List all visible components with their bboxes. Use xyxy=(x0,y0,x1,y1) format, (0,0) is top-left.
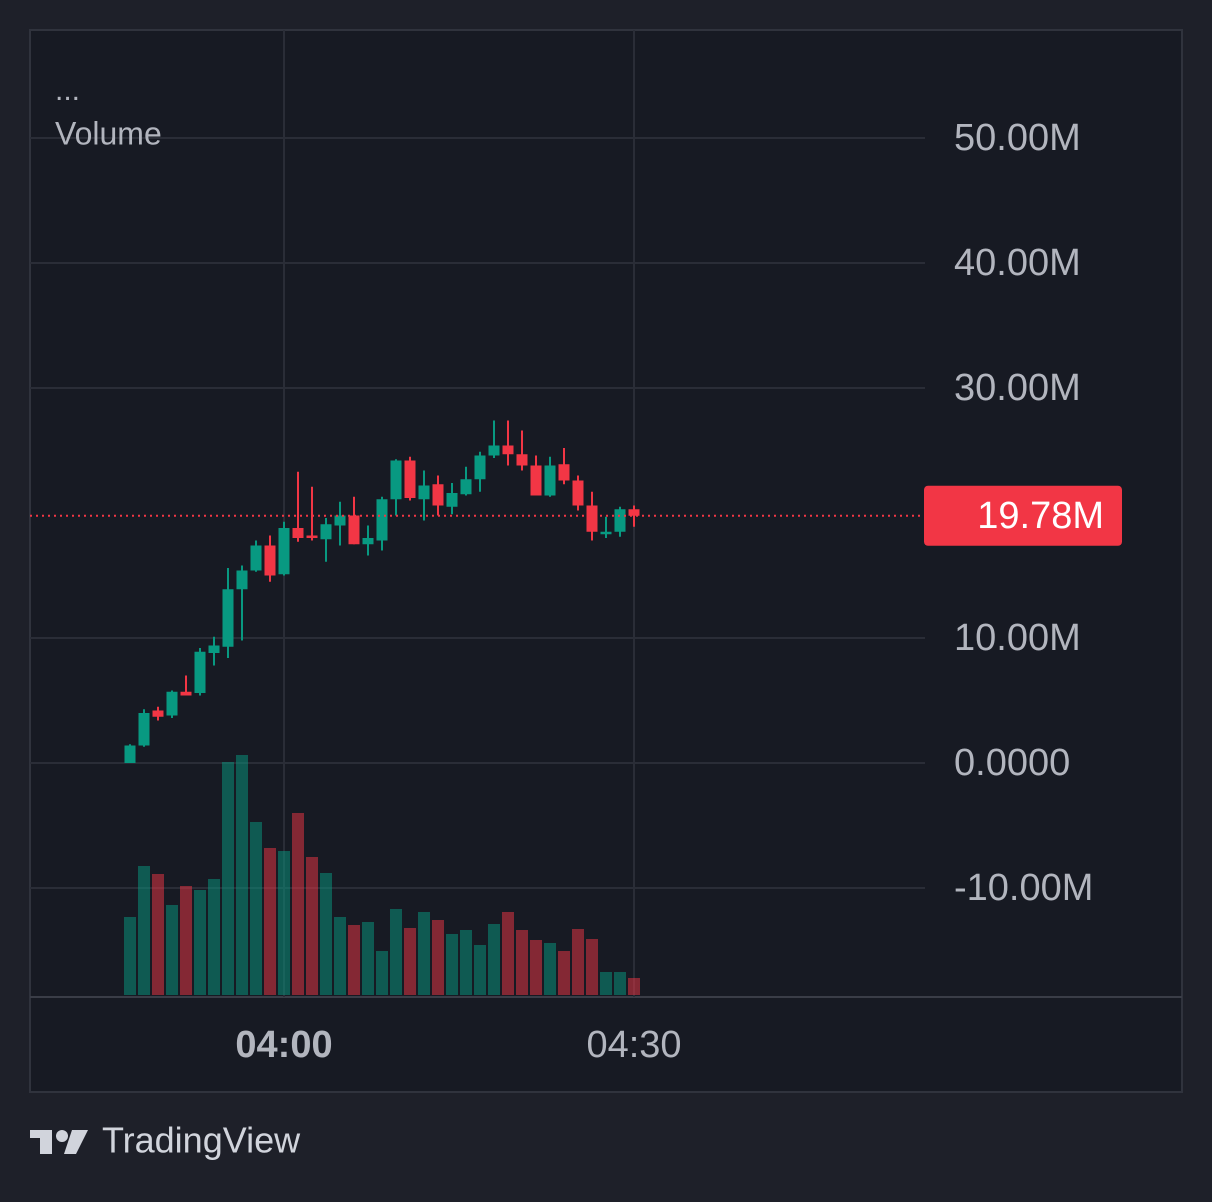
volume-bar xyxy=(320,873,332,995)
candle-body xyxy=(124,745,136,763)
y-tick-label: 40.00M xyxy=(954,242,1081,284)
candle-body xyxy=(488,445,500,456)
volume-bar xyxy=(278,851,290,995)
volume-bar xyxy=(404,928,416,995)
candle-body xyxy=(334,515,346,526)
volume-bar xyxy=(138,866,150,995)
candle-body xyxy=(306,535,318,538)
y-tick-label: 50.00M xyxy=(954,117,1081,159)
candle-body xyxy=(404,460,416,498)
volume-bar xyxy=(124,917,136,995)
volume-bar xyxy=(614,972,626,995)
candle-body xyxy=(544,465,556,496)
candle-body xyxy=(614,509,626,532)
candle-body xyxy=(362,538,374,545)
candle-body xyxy=(236,570,248,590)
y-tick-label: 0.0000 xyxy=(954,742,1070,784)
volume-bar xyxy=(250,822,262,995)
volume-bar xyxy=(236,755,248,995)
candle-body xyxy=(208,645,220,653)
volume-bar xyxy=(460,930,472,995)
volume-bar xyxy=(488,924,500,995)
volume-bar xyxy=(264,848,276,995)
candle-body xyxy=(432,484,444,506)
volume-bar xyxy=(572,929,584,995)
candle-body xyxy=(474,455,486,480)
volume-bar xyxy=(208,879,220,995)
candle-body xyxy=(460,479,472,495)
candle-body xyxy=(502,445,514,455)
volume-bar xyxy=(558,951,570,995)
last-price-box xyxy=(924,485,1122,546)
x-tick-label: 04:30 xyxy=(586,1024,681,1066)
candle-body xyxy=(446,493,458,507)
candle-body xyxy=(418,485,430,500)
y-tick-label: -10.00M xyxy=(954,867,1093,909)
candle-body xyxy=(152,710,164,717)
brand-logo xyxy=(30,1130,88,1154)
candle-body xyxy=(628,509,640,516)
candle-body xyxy=(264,545,276,576)
candle-body xyxy=(572,480,584,506)
volume-bar xyxy=(628,978,640,995)
volume-bar xyxy=(390,909,402,995)
candle-body xyxy=(376,499,388,541)
volume-bar xyxy=(502,912,514,995)
candle-body xyxy=(530,465,542,496)
volume-bar xyxy=(348,925,360,995)
candle-body xyxy=(586,505,598,532)
volume-bar xyxy=(334,917,346,995)
candle-body xyxy=(166,691,178,716)
candle-body xyxy=(600,531,612,535)
volume-bar xyxy=(600,972,612,995)
volume-bar xyxy=(292,813,304,995)
volume-bar xyxy=(586,939,598,995)
volume-bar xyxy=(516,930,528,995)
volume-bar xyxy=(180,886,192,995)
candle-body xyxy=(292,528,304,538)
candle-body xyxy=(250,545,262,571)
volume-bar xyxy=(474,945,486,995)
plot xyxy=(124,420,640,995)
volume-bar xyxy=(152,874,164,995)
brand[interactable]: TradingView xyxy=(102,1120,301,1161)
candle-body xyxy=(348,515,360,545)
candle-body xyxy=(320,524,332,540)
volume-bar xyxy=(376,951,388,995)
x-tick-label: 04:00 xyxy=(235,1024,332,1066)
volume-bar xyxy=(432,920,444,995)
volume-legend: Volume xyxy=(55,115,162,151)
volume-bar xyxy=(362,922,374,995)
volume-bar xyxy=(544,943,556,995)
candle-body xyxy=(138,713,150,746)
volume-bar xyxy=(446,934,458,995)
volume-bar xyxy=(194,890,206,995)
candle-body xyxy=(194,651,206,693)
candle-body xyxy=(516,454,528,466)
candle-body xyxy=(558,464,570,481)
volume-bar xyxy=(166,905,178,995)
legend-menu[interactable]: ... xyxy=(55,74,80,107)
volume-bar xyxy=(222,762,234,995)
volume-bar xyxy=(418,912,430,995)
volume-bar xyxy=(306,857,318,995)
volume-bar xyxy=(530,940,542,995)
y-tick-label: 10.00M xyxy=(954,617,1081,659)
candle-body xyxy=(390,460,402,500)
candle-body xyxy=(222,589,234,647)
candle-body xyxy=(180,691,192,696)
candle-body xyxy=(278,528,290,575)
last-price-label: 19.78M xyxy=(977,495,1104,537)
y-tick-label: 30.00M xyxy=(954,367,1081,409)
